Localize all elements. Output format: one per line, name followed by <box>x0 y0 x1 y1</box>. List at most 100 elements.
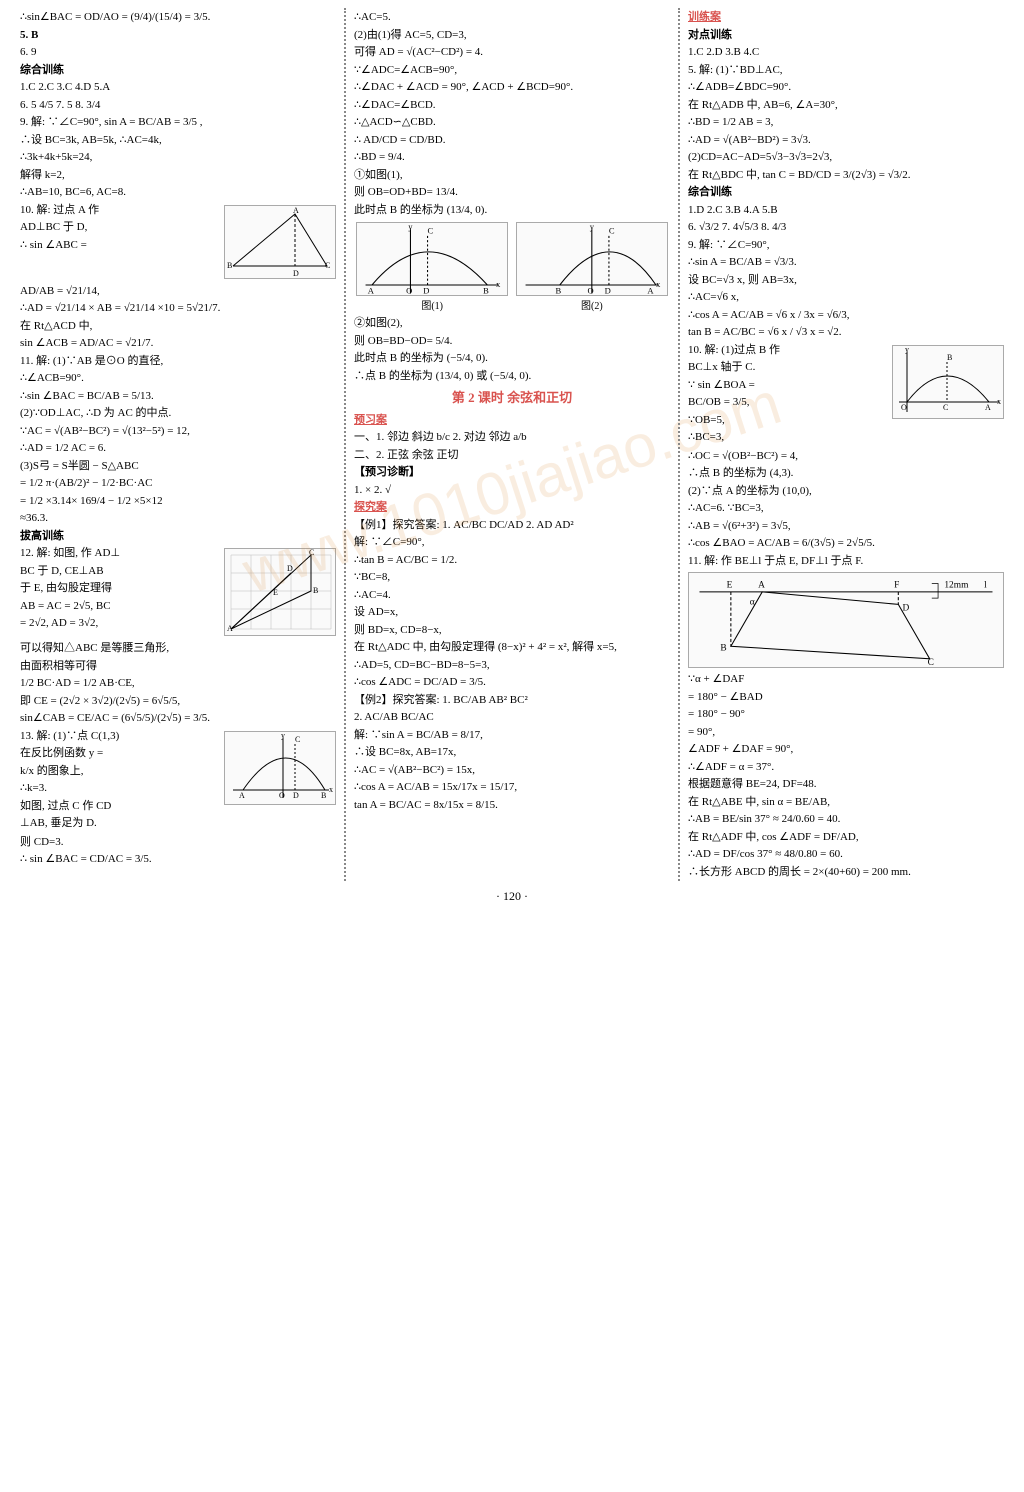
math-line: sin ∠ACB = AD/AC = √21/7. <box>20 335 336 352</box>
grid-triangle-diagram-icon: A C B D E <box>224 548 336 636</box>
math-line: 11. 解: 作 BE⊥l 于点 E, DF⊥l 于点 F. <box>688 553 1004 570</box>
svg-text:C: C <box>295 735 300 744</box>
lesson-title: 第 2 课时 余弦和正切 <box>354 388 670 408</box>
svg-text:F: F <box>894 581 899 591</box>
math-line: ∵∠ADC=∠ACB=90°, <box>354 62 670 79</box>
math-line: (2)CD=AC−AD=5√3−3√3=2√3, <box>688 149 1004 166</box>
math-line: ∴点 B 的坐标为 (13/4, 0) 或 (−5/4, 0). <box>354 368 670 385</box>
math-line: 由面积相等可得 <box>20 658 336 675</box>
svg-text:D: D <box>293 269 299 278</box>
page-columns: ∴sin∠BAC = OD/AO = (9/4)/(15/4) = 3/5. 5… <box>12 8 1012 881</box>
answer-line: 6. 9 <box>20 44 336 61</box>
svg-text:x: x <box>329 785 333 794</box>
svg-text:E: E <box>727 581 733 591</box>
svg-text:A: A <box>239 791 245 800</box>
svg-text:B: B <box>555 286 561 296</box>
answer-line: 6. 5 4/5 7. 5 8. 3/4 <box>20 97 336 114</box>
answer-line: 1. × 2. √ <box>354 482 670 499</box>
svg-text:A: A <box>227 624 233 633</box>
svg-text:B: B <box>720 643 726 653</box>
section-heading: 综合训练 <box>688 184 1004 201</box>
math-line: 在 Rt△ABE 中, sin α = BE/AB, <box>688 794 1004 811</box>
math-line: = 180° − ∠BAD <box>688 689 1004 706</box>
math-line: ∴BD = 1/2 AB = 3, <box>688 114 1004 131</box>
svg-text:y: y <box>905 346 909 354</box>
math-line: ∴长方形 ABCD 的周长 = 2×(40+60) = 200 mm. <box>688 864 1004 881</box>
column-3: 训练案 对点训练 1.C 2.D 3.B 4.C 5. 解: (1)∵BD⊥AC… <box>678 8 1012 881</box>
section-heading: 对点训练 <box>688 27 1004 44</box>
svg-text:x: x <box>656 279 661 289</box>
svg-text:C: C <box>943 403 948 412</box>
svg-text:D: D <box>605 286 611 296</box>
column-2: www.1010jiajiao.com ∴AC=5. (2)由(1)得 AC=5… <box>344 8 678 881</box>
svg-text:E: E <box>273 588 278 597</box>
math-line: ∴AC=6. ∵BC=3, <box>688 500 1004 517</box>
svg-text:D: D <box>293 791 299 800</box>
math-line: ∴AD = √21/14 × AB = √21/14 ×10 = 5√21/7. <box>20 300 336 317</box>
svg-text:O: O <box>279 791 285 800</box>
math-line: 在 Rt△ADC 中, 由勾股定理得 (8−x)² + 4² = x², 解得 … <box>354 639 670 656</box>
math-line: tan B = AC/BC = √6 x / √3 x = √2. <box>688 324 1004 341</box>
math-line: 解得 k=2, <box>20 167 336 184</box>
math-line: = 1/2 π·(AB/2)² − 1/2·BC·AC <box>20 475 336 492</box>
math-line: ∴∠ACB=90°. <box>20 370 336 387</box>
svg-text:l: l <box>984 581 987 591</box>
svg-text:C: C <box>309 549 314 557</box>
math-line: (2)∵OD⊥AC, ∴D 为 AC 的中点. <box>20 405 336 422</box>
math-line: ∵α + ∠DAF <box>688 671 1004 688</box>
math-line: ∴设 BC=3k, AB=5k, ∴AC=4k, <box>20 132 336 149</box>
math-line: 9. 解: ∵∠C=90°, <box>688 237 1004 254</box>
math-line: 2. AC/AB BC/AC <box>354 709 670 726</box>
svg-text:α: α <box>750 597 755 607</box>
svg-text:A: A <box>985 403 991 412</box>
math-line: = 180° − 90° <box>688 706 1004 723</box>
svg-text:D: D <box>287 564 293 573</box>
math-line: 在 Rt△ADF 中, cos ∠ADF = DF/AD, <box>688 829 1004 846</box>
section-heading: 拔高训练 <box>20 528 336 545</box>
math-line: ∴3k+4k+5k=24, <box>20 149 336 166</box>
math-line: 则 OB=OD+BD= 13/4. <box>354 184 670 201</box>
math-line: 一、1. 邻边 斜边 b/c 2. 对边 邻边 a/b <box>354 429 670 446</box>
math-line: ∴AD = √(AB²−BD²) = 3√3. <box>688 132 1004 149</box>
math-line: 则 OB=BD−OD= 5/4. <box>354 333 670 350</box>
answer-line: 1.C 2.D 3.B 4.C <box>688 44 1004 61</box>
math-line: 可得 AD = √(AC²−CD²) = 4. <box>354 44 670 61</box>
math-line: ∴cos A = AC/AB = √6 x / 3x = √6/3, <box>688 307 1004 324</box>
math-line: ∴cos ∠ADC = DC/AD = 3/5. <box>354 674 670 691</box>
math-line: (2)∵点 A 的坐标为 (10,0), <box>688 483 1004 500</box>
svg-text:y: y <box>409 223 414 231</box>
math-line: ∴∠ADF = α = 37°. <box>688 759 1004 776</box>
math-line: sin∠CAB = CE/AC = (6√5/5)/(2√5) = 3/5. <box>20 710 336 727</box>
answer-line: 1.C 2.C 3.C 4.D 5.A <box>20 79 336 96</box>
math-line: ∴设 BC=8x, AB=17x, <box>354 744 670 761</box>
math-line: 9. 解: ∵∠C=90°, sin A = BC/AB = 3/5 , <box>20 114 336 131</box>
svg-text:B: B <box>313 586 318 595</box>
svg-text:x: x <box>997 397 1001 406</box>
section-heading: 预习案 <box>354 412 670 429</box>
math-line: ∴ sin ∠BAC = CD/AC = 3/5. <box>20 851 336 868</box>
diagram-caption: 图(2) <box>516 299 668 314</box>
math-line: ∵BC=8, <box>354 569 670 586</box>
svg-text:A: A <box>647 286 654 296</box>
math-line: ∵AC = √(AB²−BC²) = √(13²−5²) = 12, <box>20 423 336 440</box>
math-line: ∴AB=10, BC=6, AC=8. <box>20 184 336 201</box>
math-line: = 90°, <box>688 724 1004 741</box>
math-line: 在 Rt△ACD 中, <box>20 318 336 335</box>
svg-text:B: B <box>947 353 952 362</box>
math-line: 此时点 B 的坐标为 (13/4, 0). <box>354 202 670 219</box>
math-line: 此时点 B 的坐标为 (−5/4, 0). <box>354 350 670 367</box>
math-line: 解: ∵∠C=90°, <box>354 534 670 551</box>
math-line: ①如图(1), <box>354 167 670 184</box>
diagram-pair: xyAODBC 图(1) xyBODAC 图(2) <box>354 219 670 314</box>
svg-text:x: x <box>496 279 501 289</box>
math-line: ∠ADF + ∠DAF = 90°, <box>688 741 1004 758</box>
math-line: AD/AB = √21/14, <box>20 283 336 300</box>
math-line: ∴AC=√6 x, <box>688 289 1004 306</box>
math-line: ∴AB = √(6²+3²) = 3√5, <box>688 518 1004 535</box>
triangle-diagram-icon: ABDC <box>224 205 336 279</box>
coordinate-curve-diagram-icon: xyAODBC <box>224 731 336 805</box>
svg-text:C: C <box>609 226 615 236</box>
svg-text:A: A <box>368 286 375 296</box>
math-line: ∴OC = √(OB²−BC²) = 4, <box>688 448 1004 465</box>
math-line: ∴sin∠BAC = OD/AO = (9/4)/(15/4) = 3/5. <box>20 9 336 26</box>
